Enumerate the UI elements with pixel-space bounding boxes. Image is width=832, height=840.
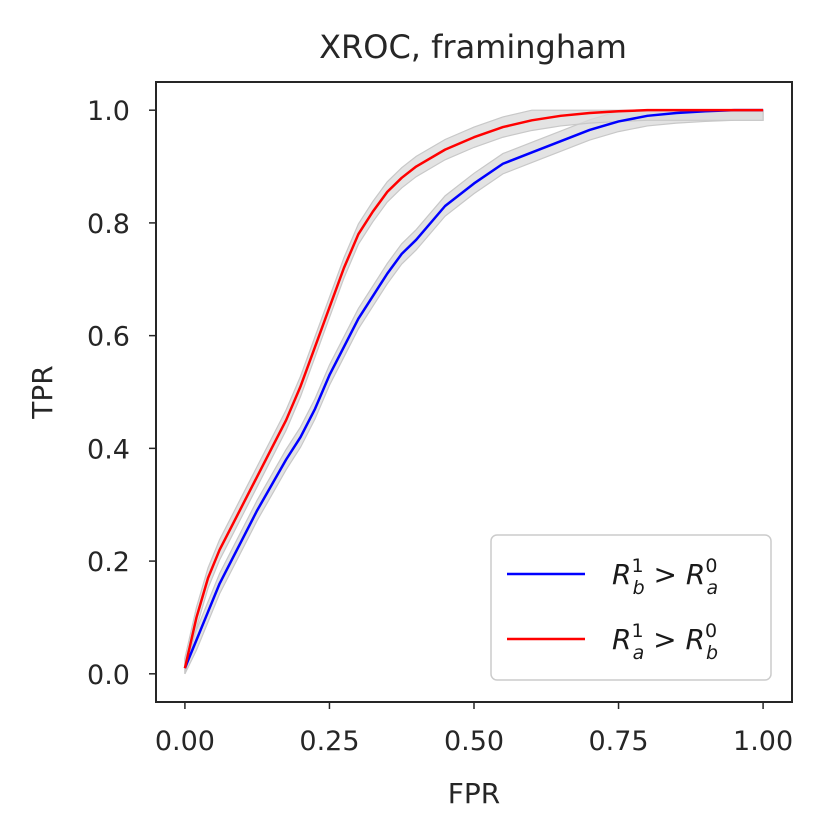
legend-label-blue: R1 b > R0 a bbox=[612, 555, 718, 599]
legend: R1 b > R0 a R1 a > R0 b bbox=[490, 534, 772, 681]
x-tick-label: 0.25 bbox=[299, 726, 359, 757]
series-line-1 bbox=[183, 108, 764, 669]
legend-box bbox=[490, 534, 772, 681]
x-tick-label: 0.50 bbox=[444, 726, 504, 757]
series-line-0 bbox=[183, 108, 764, 669]
x-axis-ticks: 0.00 0.25 0.50 0.75 1.00 bbox=[155, 702, 793, 757]
legend-label-red: R1 a > R0 b bbox=[612, 620, 718, 664]
confidence-bands bbox=[184, 109, 764, 675]
confidence-band-1 bbox=[184, 109, 764, 674]
y-tick-label: 1.0 bbox=[87, 96, 130, 127]
y-axis-label: TPR bbox=[26, 365, 59, 419]
x-tick-label: 0.00 bbox=[155, 726, 215, 757]
y-axis-ticks: 0.0 0.2 0.4 0.6 0.8 1.0 bbox=[87, 96, 156, 691]
y-tick-label: 0.4 bbox=[87, 434, 130, 465]
x-tick-label: 0.75 bbox=[588, 726, 648, 757]
x-tick-label: 1.00 bbox=[733, 726, 793, 757]
series-lines bbox=[183, 108, 764, 669]
x-axis-label: FPR bbox=[448, 777, 500, 810]
y-tick-label: 0.2 bbox=[87, 547, 130, 578]
chart-title: XROC, framingham bbox=[319, 28, 627, 66]
y-tick-label: 0.0 bbox=[87, 660, 130, 691]
y-tick-label: 0.6 bbox=[87, 322, 130, 353]
y-tick-label: 0.8 bbox=[87, 209, 130, 240]
